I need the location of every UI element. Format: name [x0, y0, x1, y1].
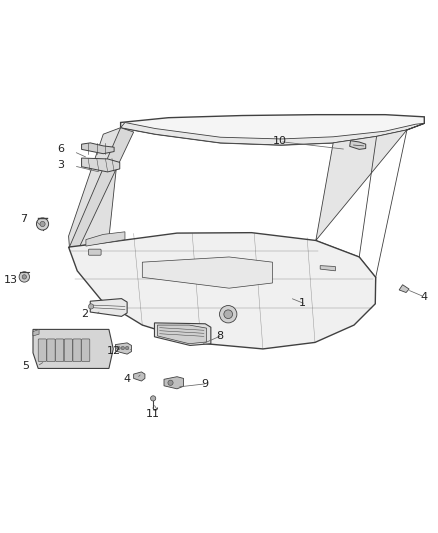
Text: 7: 7	[20, 214, 27, 224]
Circle shape	[117, 346, 120, 350]
FancyBboxPatch shape	[64, 339, 72, 361]
Text: 6: 6	[57, 144, 64, 155]
Polygon shape	[164, 377, 184, 389]
FancyBboxPatch shape	[73, 339, 81, 361]
Circle shape	[40, 221, 45, 227]
Text: 5: 5	[22, 361, 29, 372]
Polygon shape	[33, 329, 39, 336]
Polygon shape	[86, 232, 125, 246]
Circle shape	[219, 305, 237, 323]
FancyBboxPatch shape	[88, 249, 101, 255]
Circle shape	[36, 218, 49, 230]
FancyBboxPatch shape	[38, 339, 46, 361]
FancyBboxPatch shape	[81, 339, 90, 361]
Circle shape	[121, 346, 124, 350]
Polygon shape	[116, 343, 131, 354]
Polygon shape	[69, 128, 120, 247]
Polygon shape	[158, 325, 207, 344]
Text: 11: 11	[146, 409, 160, 419]
Polygon shape	[120, 115, 424, 145]
Circle shape	[19, 272, 29, 282]
FancyBboxPatch shape	[56, 339, 64, 361]
Circle shape	[168, 380, 173, 385]
Polygon shape	[155, 323, 211, 345]
Text: 12: 12	[106, 346, 120, 356]
Polygon shape	[81, 158, 120, 172]
Text: 8: 8	[216, 331, 223, 341]
Polygon shape	[134, 372, 145, 381]
Circle shape	[22, 274, 26, 279]
Text: 3: 3	[57, 159, 64, 169]
Polygon shape	[350, 141, 366, 149]
Circle shape	[88, 304, 94, 309]
Polygon shape	[142, 257, 272, 288]
Polygon shape	[120, 123, 424, 145]
Polygon shape	[70, 128, 134, 247]
Polygon shape	[81, 143, 114, 154]
Text: 10: 10	[272, 136, 286, 146]
Polygon shape	[90, 298, 127, 317]
FancyBboxPatch shape	[47, 339, 55, 361]
Text: 4: 4	[420, 292, 427, 302]
Polygon shape	[320, 265, 336, 271]
Polygon shape	[69, 233, 376, 349]
Polygon shape	[33, 329, 113, 368]
Text: 13: 13	[4, 274, 18, 285]
Circle shape	[224, 310, 233, 319]
Circle shape	[151, 396, 156, 401]
Circle shape	[125, 346, 129, 350]
Polygon shape	[316, 123, 424, 304]
Text: 4: 4	[124, 374, 131, 384]
Polygon shape	[399, 285, 409, 293]
Text: 2: 2	[81, 309, 88, 319]
Text: 9: 9	[201, 379, 208, 390]
Text: 1: 1	[298, 298, 305, 309]
